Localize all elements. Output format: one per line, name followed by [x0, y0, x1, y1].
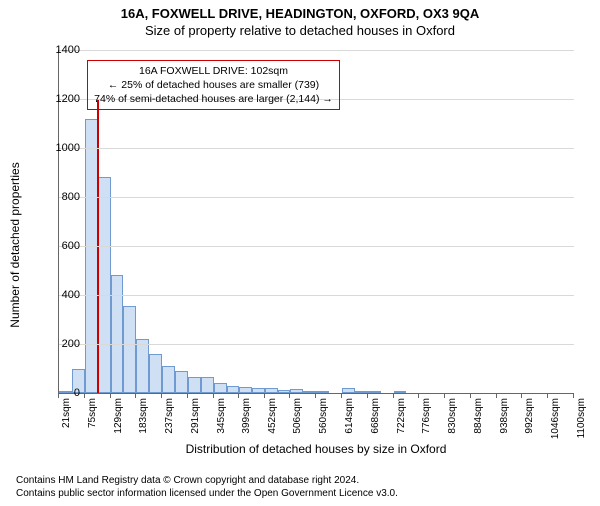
- x-tick-mark: [161, 394, 162, 398]
- gridline: [59, 295, 574, 296]
- histogram-bar: [214, 383, 227, 393]
- histogram-bar: [278, 390, 291, 393]
- x-tick-label: 129sqm: [113, 398, 124, 448]
- x-tick-mark: [110, 394, 111, 398]
- histogram-chart: Number of detached properties 16A FOXWEL…: [0, 50, 600, 454]
- footer-line1: Contains HM Land Registry data © Crown c…: [16, 474, 398, 487]
- histogram-bar: [316, 391, 329, 393]
- y-tick-label: 600: [40, 240, 80, 252]
- y-tick-label: 0: [40, 387, 80, 399]
- histogram-bar: [136, 339, 149, 393]
- title-address: 16A, FOXWELL DRIVE, HEADINGTON, OXFORD, …: [0, 6, 600, 21]
- x-tick-mark: [238, 394, 239, 398]
- gridline: [59, 197, 574, 198]
- x-tick-label: 75sqm: [87, 398, 98, 448]
- x-tick-mark: [573, 394, 574, 398]
- x-tick-label: 506sqm: [292, 398, 303, 448]
- footer-attribution: Contains HM Land Registry data © Crown c…: [16, 474, 398, 500]
- x-tick-label: 560sqm: [318, 398, 329, 448]
- x-tick-label: 938sqm: [499, 398, 510, 448]
- x-tick-mark: [187, 394, 188, 398]
- histogram-bar: [368, 391, 381, 393]
- gridline: [59, 50, 574, 51]
- x-tick-mark: [521, 394, 522, 398]
- y-tick-label: 800: [40, 191, 80, 203]
- x-tick-mark: [135, 394, 136, 398]
- x-tick-mark: [393, 394, 394, 398]
- histogram-bar: [239, 387, 252, 393]
- x-tick-mark: [470, 394, 471, 398]
- y-tick-label: 1000: [40, 142, 80, 154]
- histogram-bar: [290, 389, 303, 393]
- x-tick-label: 452sqm: [267, 398, 278, 448]
- x-tick-label: 399sqm: [241, 398, 252, 448]
- histogram-bar: [162, 366, 175, 393]
- x-tick-label: 884sqm: [473, 398, 484, 448]
- x-tick-label: 345sqm: [216, 398, 227, 448]
- x-tick-label: 291sqm: [190, 398, 201, 448]
- x-tick-mark: [496, 394, 497, 398]
- x-tick-mark: [341, 394, 342, 398]
- y-tick-label: 200: [40, 338, 80, 350]
- x-tick-mark: [418, 394, 419, 398]
- y-tick-label: 1400: [40, 44, 80, 56]
- x-tick-mark: [84, 394, 85, 398]
- histogram-bar: [175, 371, 188, 393]
- x-tick-mark: [264, 394, 265, 398]
- histogram-bar: [98, 177, 111, 393]
- x-tick-mark: [547, 394, 548, 398]
- y-tick-label: 400: [40, 289, 80, 301]
- x-tick-label: 668sqm: [370, 398, 381, 448]
- x-tick-mark: [315, 394, 316, 398]
- plot-area: 16A FOXWELL DRIVE: 102sqm← 25% of detach…: [58, 50, 574, 394]
- annotation-line2: ← 25% of detached houses are smaller (73…: [94, 78, 333, 92]
- y-tick-label: 1200: [40, 93, 80, 105]
- histogram-bar: [149, 354, 162, 393]
- x-tick-label: 1100sqm: [576, 398, 587, 448]
- gridline: [59, 246, 574, 247]
- x-tick-label: 183sqm: [138, 398, 149, 448]
- x-tick-label: 614sqm: [344, 398, 355, 448]
- histogram-bar: [265, 388, 278, 393]
- x-tick-label: 1046sqm: [550, 398, 561, 448]
- annotation-line3: 74% of semi-detached houses are larger (…: [94, 92, 333, 106]
- footer-line2: Contains public sector information licen…: [16, 487, 398, 500]
- histogram-bar: [394, 391, 407, 393]
- histogram-bar: [123, 306, 136, 393]
- x-tick-label: 21sqm: [61, 398, 72, 448]
- x-tick-mark: [213, 394, 214, 398]
- histogram-bar: [342, 388, 355, 393]
- x-tick-label: 722sqm: [396, 398, 407, 448]
- x-tick-label: 830sqm: [447, 398, 458, 448]
- gridline: [59, 344, 574, 345]
- histogram-bar: [252, 388, 265, 393]
- x-tick-mark: [58, 394, 59, 398]
- x-tick-label: 992sqm: [524, 398, 535, 448]
- histogram-bar: [188, 377, 201, 393]
- histogram-bar: [355, 391, 368, 393]
- x-tick-mark: [289, 394, 290, 398]
- annotation-box: 16A FOXWELL DRIVE: 102sqm← 25% of detach…: [87, 60, 340, 111]
- histogram-bar: [201, 377, 214, 393]
- y-axis-label: Number of detached properties: [8, 50, 26, 440]
- gridline: [59, 148, 574, 149]
- annotation-line1: 16A FOXWELL DRIVE: 102sqm: [94, 64, 333, 78]
- x-tick-label: 776sqm: [421, 398, 432, 448]
- histogram-bar: [227, 386, 240, 393]
- x-tick-mark: [444, 394, 445, 398]
- x-tick-label: 237sqm: [164, 398, 175, 448]
- histogram-bar: [111, 275, 124, 393]
- histogram-bar: [303, 391, 316, 393]
- x-axis-label: Distribution of detached houses by size …: [58, 442, 574, 456]
- x-tick-mark: [367, 394, 368, 398]
- title-subtitle: Size of property relative to detached ho…: [0, 23, 600, 38]
